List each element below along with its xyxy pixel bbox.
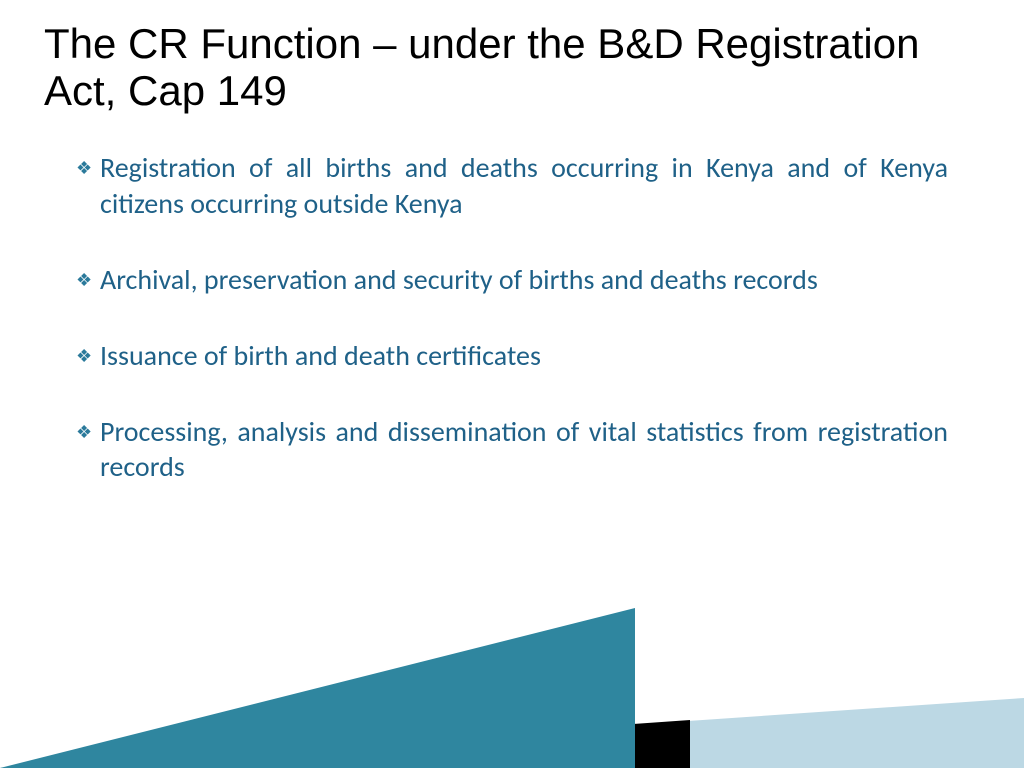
bullet-text: Processing, analysis and dissemination o… [100,414,948,486]
slide-body: ❖ Registration of all births and deaths … [76,150,948,525]
slide: The CR Function – under the B&D Registra… [0,0,1024,768]
slide-title: The CR Function – under the B&D Registra… [44,20,944,114]
diamond-bullet-icon: ❖ [76,150,100,186]
bullet-text: Registration of all births and deaths oc… [100,150,948,222]
bullet-text: Issuance of birth and death certificates [100,338,948,374]
list-item: ❖ Archival, preservation and security of… [76,262,948,298]
list-item: ❖ Processing, analysis and dissemination… [76,414,948,486]
list-item: ❖ Registration of all births and deaths … [76,150,948,222]
footer-triangle-teal [0,608,635,768]
diamond-bullet-icon: ❖ [76,338,100,374]
bullet-text: Archival, preservation and security of b… [100,262,948,298]
diamond-bullet-icon: ❖ [76,262,100,298]
diamond-bullet-icon: ❖ [76,414,100,450]
list-item: ❖ Issuance of birth and death certificat… [76,338,948,374]
